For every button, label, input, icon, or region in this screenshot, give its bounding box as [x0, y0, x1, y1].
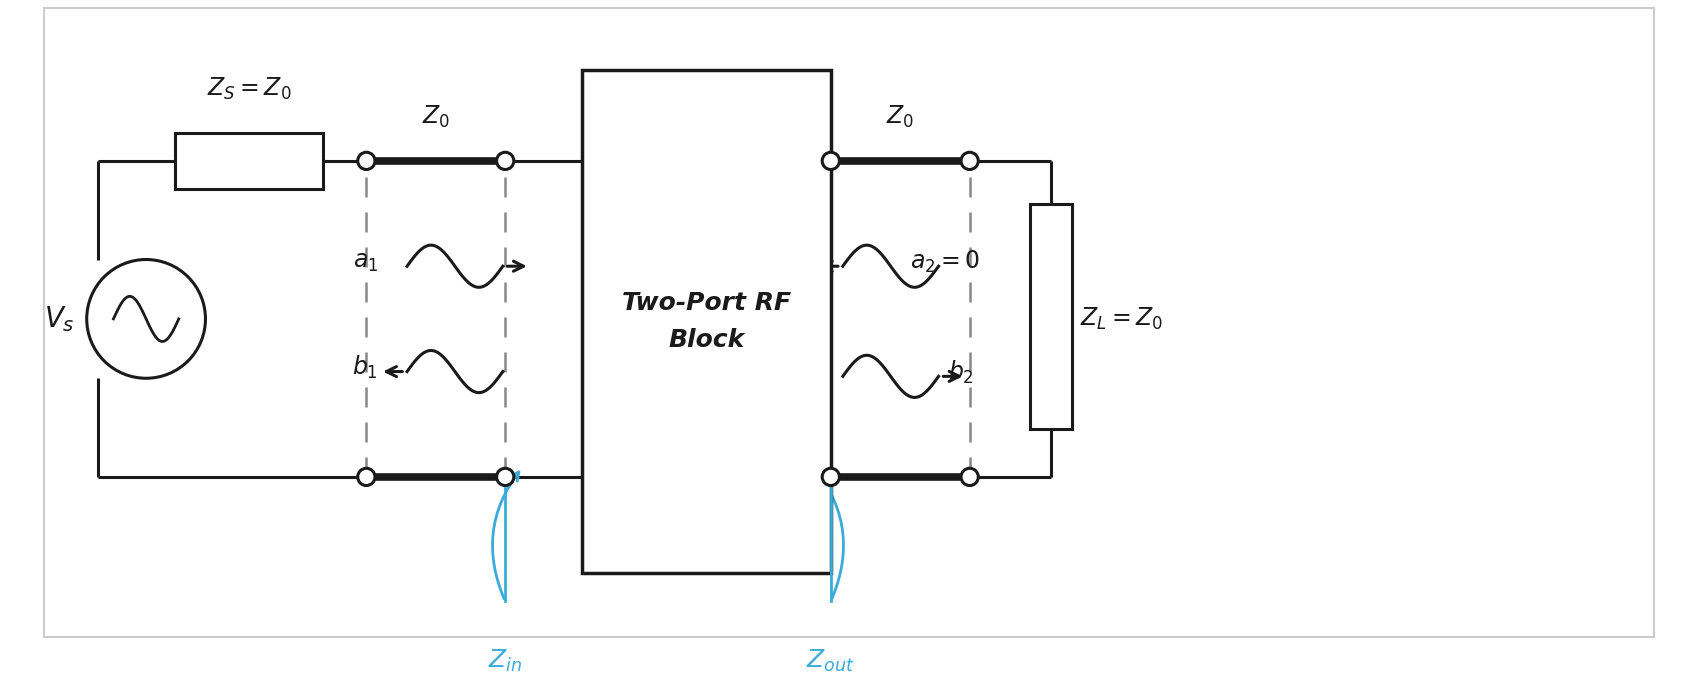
Bar [1031, 204, 1071, 429]
Circle shape [496, 152, 514, 170]
Circle shape [822, 468, 839, 485]
Circle shape [358, 468, 375, 485]
Text: $b_1$: $b_1$ [353, 354, 379, 382]
Circle shape [961, 152, 978, 170]
Circle shape [358, 152, 375, 170]
Circle shape [87, 260, 205, 378]
Circle shape [961, 468, 978, 485]
Text: $Z_0$: $Z_0$ [886, 104, 914, 131]
Bar [582, 70, 830, 573]
Circle shape [496, 468, 514, 485]
Bar [175, 133, 323, 188]
Text: $a_1$: $a_1$ [353, 250, 379, 275]
Text: $Z_S=Z_0$: $Z_S=Z_0$ [207, 76, 292, 102]
Text: $Z_{in}$: $Z_{in}$ [487, 647, 523, 673]
Text: $Z_0$: $Z_0$ [421, 104, 450, 131]
Circle shape [822, 152, 839, 170]
Text: $V_s$: $V_s$ [44, 304, 75, 334]
Text: $a_2=0$: $a_2=0$ [910, 249, 980, 275]
Text: $Z_L=Z_0$: $Z_L=Z_0$ [1080, 306, 1163, 332]
Text: $b_2$: $b_2$ [947, 359, 975, 386]
Text: Two-Port RF
Block: Two-Port RF Block [621, 291, 791, 352]
Text: $Z_{out}$: $Z_{out}$ [807, 647, 856, 673]
